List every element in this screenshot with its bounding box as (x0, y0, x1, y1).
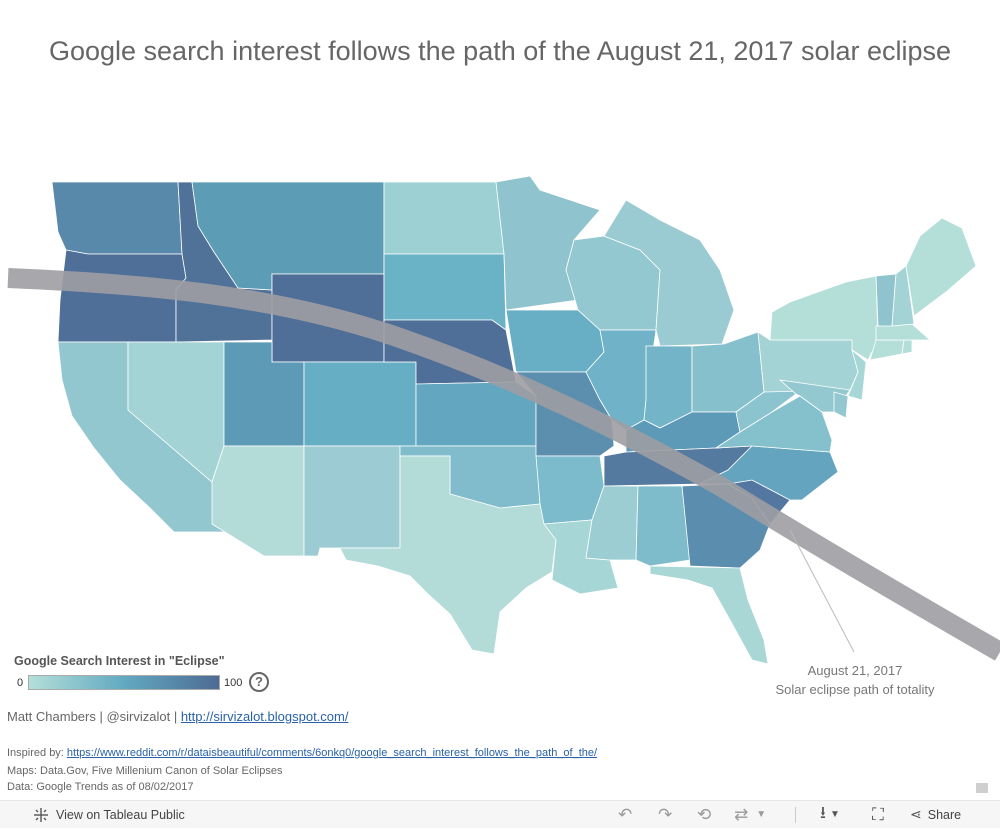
us-choropleth-map (7, 175, 1000, 665)
tableau-logo-icon (34, 807, 48, 822)
state-north-carolina[interactable] (699, 445, 839, 501)
data-source: Data: Google Trends as of 08/02/2017 (7, 781, 194, 793)
resize-handle[interactable] (976, 783, 988, 793)
state-alabama[interactable] (635, 485, 691, 567)
state-new-mexico[interactable] (303, 445, 401, 557)
revert-button[interactable]: ⟲ (697, 801, 711, 828)
state-rhode-island[interactable] (901, 339, 913, 355)
inspired-label: Inspired by: (7, 747, 67, 759)
legend-max-label: 100 (224, 677, 243, 689)
fullscreen-icon: ⛶ (872, 804, 884, 824)
undo-button[interactable]: ↶ (618, 801, 632, 828)
redo-icon: ↷ (658, 804, 673, 824)
reddit-link[interactable]: https://www.reddit.com/r/dataisbeautiful… (66, 747, 598, 759)
state-new-jersey[interactable] (847, 348, 867, 401)
revert-icon: ⟲ (697, 804, 712, 824)
view-on-tableau-label: View on Tableau Public (56, 807, 185, 822)
chart-title: Google search interest follows the path … (48, 36, 952, 66)
chevron-down-icon: ▼ (829, 809, 840, 820)
annotation-leader-line (789, 529, 855, 653)
blog-link[interactable]: http://sirvizalot.blogspot.com/ (180, 709, 349, 724)
state-connecticut[interactable] (869, 339, 905, 361)
state-texas[interactable] (339, 455, 557, 655)
state-new-hampshire[interactable] (891, 265, 915, 327)
share-icon: ⋖ (910, 806, 922, 822)
state-pennsylvania[interactable] (757, 331, 859, 393)
help-icon[interactable]: ? (249, 672, 269, 692)
view-on-tableau-button[interactable]: View on Tableau Public (32, 801, 185, 828)
toolbar-divider (795, 807, 796, 823)
state-washington[interactable] (51, 181, 183, 255)
fullscreen-button[interactable]: ⛶ (872, 801, 884, 828)
undo-icon: ↶ (618, 804, 633, 824)
state-florida[interactable] (649, 565, 769, 665)
state-arizona[interactable] (211, 445, 305, 557)
state-colorado[interactable] (303, 361, 417, 447)
legend-color-ramp (28, 675, 220, 690)
author-text: Matt Chambers | @sirvizalot | (7, 709, 181, 724)
state-north-dakota[interactable] (383, 181, 505, 255)
download-button[interactable]: ⭳ ▼ (820, 801, 840, 828)
maps-source: Maps: Data.Gov, Five Millenium Canon of … (7, 765, 283, 777)
download-icon: ⭳ (820, 803, 826, 822)
refresh-button[interactable]: ⇄ ▼ (734, 801, 766, 828)
eclipse-path-band (7, 268, 1000, 661)
inspired-by-line: Inspired by: https://www.reddit.com/r/da… (7, 747, 597, 759)
eclipse-annotation-date: August 21, 2017 (807, 663, 903, 678)
state-maine[interactable] (905, 217, 977, 317)
chevron-down-icon: ▼ (756, 809, 767, 820)
legend-min-label: 0 (17, 677, 24, 689)
tableau-toolbar: View on Tableau Public ↶ ↷ ⟲ ⇄ ▼ ⭳ ▼ ⛶ ⋖ S… (0, 800, 1000, 828)
legend-title: Google Search Interest in "Eclipse" (14, 654, 225, 668)
refresh-icon: ⇄ (734, 804, 749, 824)
share-label: Share (927, 807, 962, 822)
state-delaware[interactable] (833, 391, 849, 419)
eclipse-annotation-label: Solar eclipse path of totality (775, 682, 935, 697)
state-maryland[interactable] (778, 379, 851, 413)
state-south-dakota[interactable] (383, 253, 507, 331)
redo-button[interactable]: ↷ (658, 801, 672, 828)
state-michigan[interactable] (603, 199, 735, 347)
author-credit: Matt Chambers | @sirvizalot | http://sir… (7, 709, 348, 724)
share-button[interactable]: ⋖ Share (910, 801, 961, 828)
